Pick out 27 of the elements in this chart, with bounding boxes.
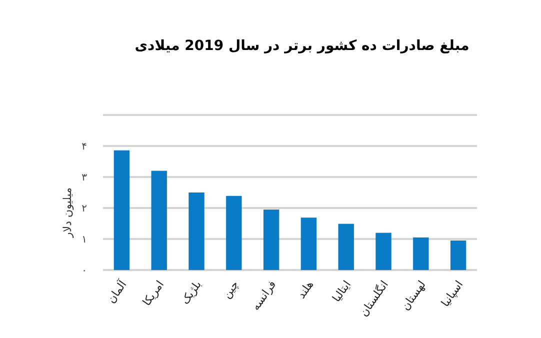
- bar: [188, 192, 204, 270]
- x-tick-label: ایتالیا: [330, 278, 354, 304]
- bar: [413, 237, 429, 270]
- bar: [338, 224, 354, 270]
- bar: [300, 218, 317, 270]
- bar: [376, 232, 392, 270]
- x-tick-label: آلمان: [104, 276, 130, 306]
- y-tick-label: ۲: [82, 204, 87, 214]
- chart-title: مبلغ صادرات ده کشور برتر در سال 2019 میلادی: [134, 38, 470, 54]
- bar: [450, 240, 466, 270]
- y-tick-label: ۳: [82, 172, 88, 184]
- x-tick-label: اسپانیا: [438, 278, 466, 310]
- y-tick-label: ۰: [82, 266, 87, 276]
- x-tick-label: هلند: [294, 278, 316, 301]
- x-tick-label: فرانسه: [249, 278, 279, 313]
- bar: [114, 150, 130, 270]
- x-tick-label: لهستان: [398, 278, 428, 313]
- x-tick-label: چین: [220, 278, 242, 301]
- x-tick-label: بلژیک: [178, 278, 204, 307]
- x-tick-label: انگلستان: [357, 278, 391, 319]
- bar: [263, 210, 280, 270]
- y-axis-title: میلیون دلار: [61, 187, 74, 238]
- bar: [151, 170, 167, 270]
- y-tick-label: ۱: [82, 234, 87, 246]
- bar: [226, 196, 242, 270]
- y-tick-label: ۴: [82, 142, 87, 152]
- x-tick-label: امریکا: [140, 278, 167, 308]
